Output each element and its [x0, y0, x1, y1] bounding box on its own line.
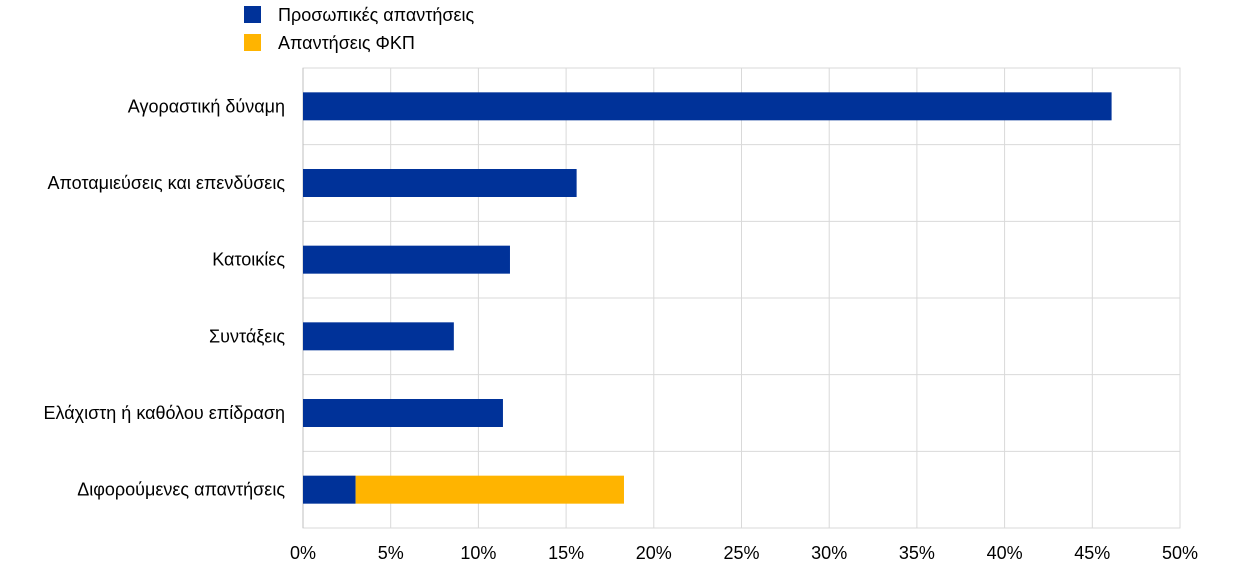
category-label: Διφορούμενες απαντήσεις [77, 480, 285, 500]
x-tick-label: 10% [460, 543, 496, 563]
x-tick-label: 5% [378, 543, 404, 563]
legend: Προσωπικές απαντήσεις Απαντήσεις ΦΚΠ [244, 5, 475, 53]
bar-segment [355, 475, 624, 504]
legend-label: Προσωπικές απαντήσεις [278, 5, 475, 25]
bar-segment [303, 322, 454, 351]
y-axis-labels: Αγοραστική δύναμη Αποταμιεύσεις και επενδ… [43, 96, 285, 499]
x-tick-label: 45% [1074, 543, 1110, 563]
bars [303, 92, 1112, 504]
x-tick-label: 50% [1162, 543, 1198, 563]
x-tick-label: 40% [987, 543, 1023, 563]
category-label: Κατοικίες [212, 250, 285, 270]
category-label: Συντάξεις [209, 326, 285, 346]
legend-swatch [244, 6, 261, 23]
bar-segment [303, 245, 510, 274]
x-tick-label: 35% [899, 543, 935, 563]
legend-swatch [244, 34, 261, 51]
bar-segment [303, 169, 577, 197]
bar-segment [303, 475, 356, 504]
x-tick-label: 0% [290, 543, 316, 563]
gridlines [302, 67, 1181, 529]
x-tick-label: 20% [636, 543, 672, 563]
x-tick-label: 25% [723, 543, 759, 563]
legend-label: Απαντήσεις ΦΚΠ [278, 33, 415, 53]
x-axis-labels: 0% 5% 10% 15% 20% 25% 30% 35% 40% 45% 50% [290, 543, 1198, 563]
x-tick-label: 30% [811, 543, 847, 563]
category-label: Ελάχιστη ή καθόλου επίδραση [43, 403, 285, 423]
category-label: Αγοραστική δύναμη [128, 96, 285, 116]
category-label: Αποταμιεύσεις και επενδύσεις [47, 173, 285, 193]
bar-segment [303, 399, 503, 427]
x-tick-label: 15% [548, 543, 584, 563]
bar-segment [303, 92, 1112, 121]
